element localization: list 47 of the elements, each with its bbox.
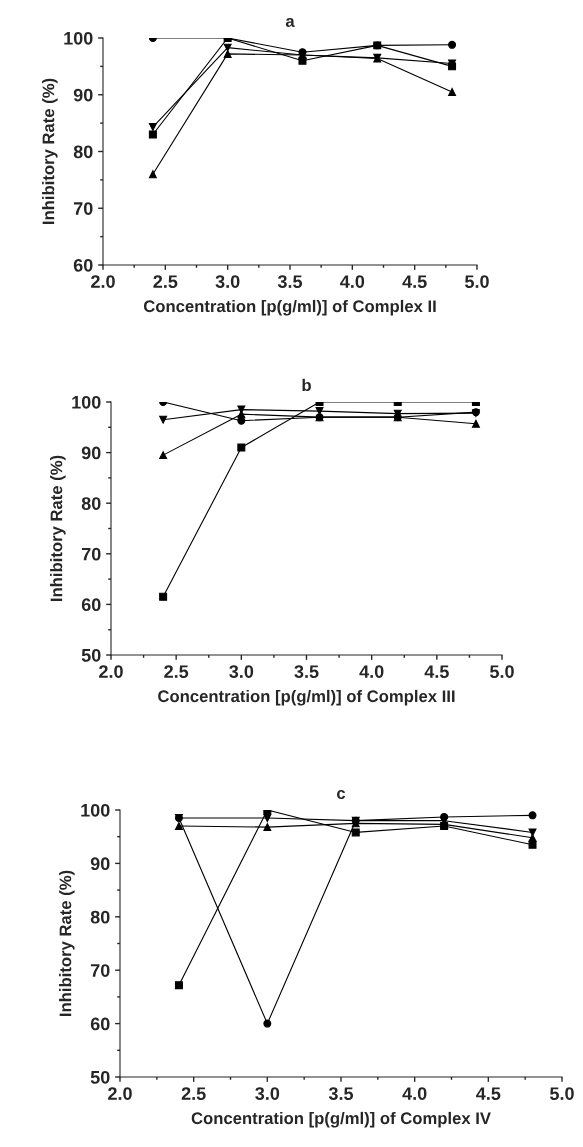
y-tick-label: 90 [73,88,93,102]
y-tick-label: 100 [81,803,110,817]
x-tick-label: 4.0 [402,1087,427,1100]
y-tick-label: 50 [90,1070,110,1084]
x-tick-label: 3.0 [255,1087,280,1101]
y-tick-label: 60 [90,1017,110,1031]
y-tick-label: 100 [72,395,101,409]
x-tick-label: 5.0 [490,665,514,678]
x-tick-label: 2.5 [164,665,189,678]
x-tick-label: 3.5 [328,1087,354,1101]
x-tick-label: 3.5 [294,665,319,679]
x-axis-title: Concentration [p(g/ml)] of Complex II [143,299,436,316]
chart-title: c [337,789,346,800]
y-tick-label: 80 [73,145,93,159]
y-tick-label: 90 [90,857,110,871]
x-tick-label: 4.0 [359,665,384,678]
chart-title: b [302,378,311,392]
y-tick-label: 70 [73,202,93,215]
x-tick-label: 4.5 [424,665,449,678]
x-axis-title: Concentration [p(g/ml)] of Complex III [158,689,455,706]
y-tick-label: 70 [81,547,101,561]
y-tick-label: 80 [81,497,101,510]
x-tick-label: 4.5 [402,275,427,288]
chart-title: a [285,17,295,28]
x-tick-label: 4.5 [476,1087,501,1100]
x-tick-label: 2.0 [91,275,115,288]
y-tick-label: 60 [81,598,101,612]
y-tick-label: 100 [64,31,93,45]
y-tick-label: 80 [90,910,110,924]
x-tick-label: 5.0 [550,1087,574,1100]
x-tick-label: 2.5 [153,275,178,288]
x-tick-label: 3.5 [277,275,303,289]
x-tick-label: 2.0 [108,1087,132,1100]
y-axis-title: Inhibitory Rate (%) [50,455,66,601]
y-tick-label: 70 [90,964,110,977]
x-tick-label: 3.0 [215,275,240,289]
x-tick-label: 5.0 [465,275,489,288]
x-axis-title: Concentration [p(g/ml)] of Complex IV [191,1111,491,1128]
y-tick-label: 90 [81,446,101,460]
y-axis-title: Inhibitory Rate (%) [42,78,58,224]
y-tick-label: 50 [81,648,101,662]
x-tick-label: 4.0 [340,275,365,288]
y-axis-title: Inhibitory Rate (%) [59,870,75,1016]
x-tick-label: 2.0 [99,665,123,678]
y-tick-label: 60 [73,258,93,272]
x-tick-label: 2.5 [181,1087,206,1100]
x-tick-label: 3.0 [229,665,254,679]
